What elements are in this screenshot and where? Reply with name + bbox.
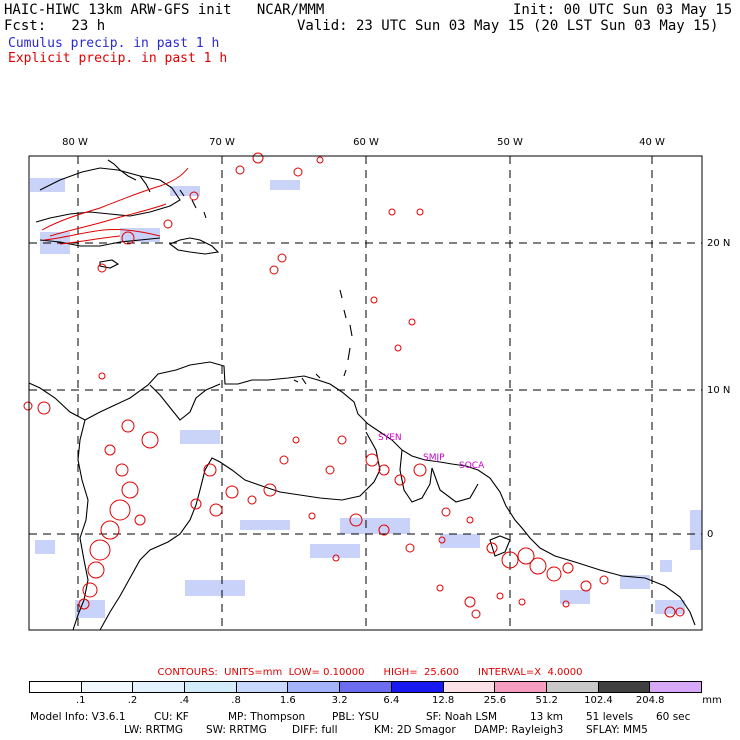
colorbar-tick-label: .8 — [231, 695, 241, 706]
station-syen: SYEN — [378, 433, 402, 443]
lat-label-0: 0 — [707, 529, 713, 540]
lon-label-70w: 70 W — [209, 137, 235, 148]
colorbar-tick-label: 3.2 — [331, 695, 348, 706]
footer-line2: LW: RRTMG SW: RRTMG DIFF: full KM: 2D Sm… — [124, 724, 648, 736]
footer-line1: Model Info: V3.6.1 CU: KF MP: Thompson P… — [30, 711, 690, 723]
colorbar-swatch — [495, 682, 547, 692]
colorbar-swatch — [546, 682, 599, 692]
map-frame — [28, 155, 703, 631]
footer-pbl: PBL: YSU — [332, 711, 380, 723]
lat-label-20n: 20 N — [707, 238, 730, 249]
footer-cu: CU: KF — [154, 711, 189, 723]
colorbar-swatch — [288, 682, 341, 692]
stations: SYEN SMJP SOCA — [378, 433, 485, 471]
legend-explicit: Explicit precip. in past 1 h — [8, 51, 228, 66]
colorbar — [29, 681, 702, 693]
footer-sflay: SFLAY: MM5 — [586, 724, 648, 736]
colorbar-swatch — [185, 682, 237, 692]
colorbar-tick-label: 12.8 — [432, 695, 455, 706]
colorbar-tick-label: 102.4 — [584, 695, 613, 706]
colorbar-tick-label: .4 — [179, 695, 190, 706]
footer-lw: LW: RRTMG — [124, 724, 183, 736]
colorbar-swatch — [443, 682, 496, 692]
title-left-line1: HAIC-HIWC 13km ARW-GFS init NCAR/MMM — [4, 2, 325, 18]
footer-timestep: 60 sec — [656, 711, 691, 723]
lon-label-40w: 40 W — [639, 137, 665, 148]
colorbar-tick-label: 6.4 — [383, 695, 400, 706]
colorbar-swatch — [391, 682, 444, 692]
cumulus-precip — [30, 178, 702, 618]
lon-label-60w: 60 W — [353, 137, 379, 148]
contour-info: CONTOURS: UNITS=mm LOW= 0.10000 HIGH= 25… — [157, 667, 583, 678]
colorbar-tick-label: .2 — [127, 695, 138, 706]
colorbar-swatch — [650, 682, 701, 692]
lon-label-50w: 50 W — [497, 137, 523, 148]
colorbar-unit: mm — [702, 695, 722, 706]
footer-res: 13 km — [530, 711, 564, 723]
footer-diff: DIFF: full — [292, 724, 338, 736]
grid-lines — [29, 156, 702, 630]
colorbar-swatch — [81, 682, 134, 692]
footer-sf: SF: Noah LSM — [426, 711, 498, 723]
forecast-hour: Fcst: 23 h — [4, 18, 106, 34]
colorbar-tick-label: .1 — [75, 695, 86, 706]
colorbar-swatch — [236, 682, 289, 692]
colorbar-tick-label: 204.8 — [635, 695, 665, 706]
colorbar-swatch — [133, 682, 186, 692]
valid-time: Valid: 23 UTC Sun 03 May 15 (20 LST Sun … — [297, 18, 719, 34]
colorbar-tick-label: 51.2 — [535, 695, 558, 706]
footer-mp: MP: Thompson — [228, 711, 306, 723]
lat-labels: 20 N 10 N 0 — [707, 238, 730, 540]
colorbar-swatch — [340, 682, 392, 692]
footer-levels: 51 levels — [586, 711, 634, 723]
station-soca: SOCA — [459, 461, 485, 471]
explicit-precip — [23, 152, 685, 619]
footer-damp: DAMP: Rayleigh3 — [474, 724, 564, 736]
lon-label-80w: 80 W — [62, 137, 88, 148]
lat-label-10n: 10 N — [707, 385, 730, 396]
colorbar-swatch — [598, 682, 651, 692]
footer-km: KM: 2D Smagor — [374, 724, 456, 736]
colorbar-tick-label: 25.6 — [483, 695, 507, 706]
legend-cumulus: Cumulus precip. in past 1 h — [8, 36, 220, 51]
station-smjp: SMJP — [423, 453, 445, 463]
colorbar-tick-label: 1.6 — [279, 695, 296, 706]
precip-map: 80 W 70 W 60 W 50 W 40 W 20 N 10 N 0 — [23, 137, 730, 631]
lon-labels: 80 W 70 W 60 W 50 W 40 W — [62, 137, 665, 148]
init-time: Init: 00 UTC Sun 03 May 15 — [513, 2, 733, 18]
footer-sw: SW: RRTMG — [206, 724, 267, 736]
colorbar-swatch — [30, 682, 82, 692]
footer-model-info: Model Info: V3.6.1 — [30, 711, 126, 723]
